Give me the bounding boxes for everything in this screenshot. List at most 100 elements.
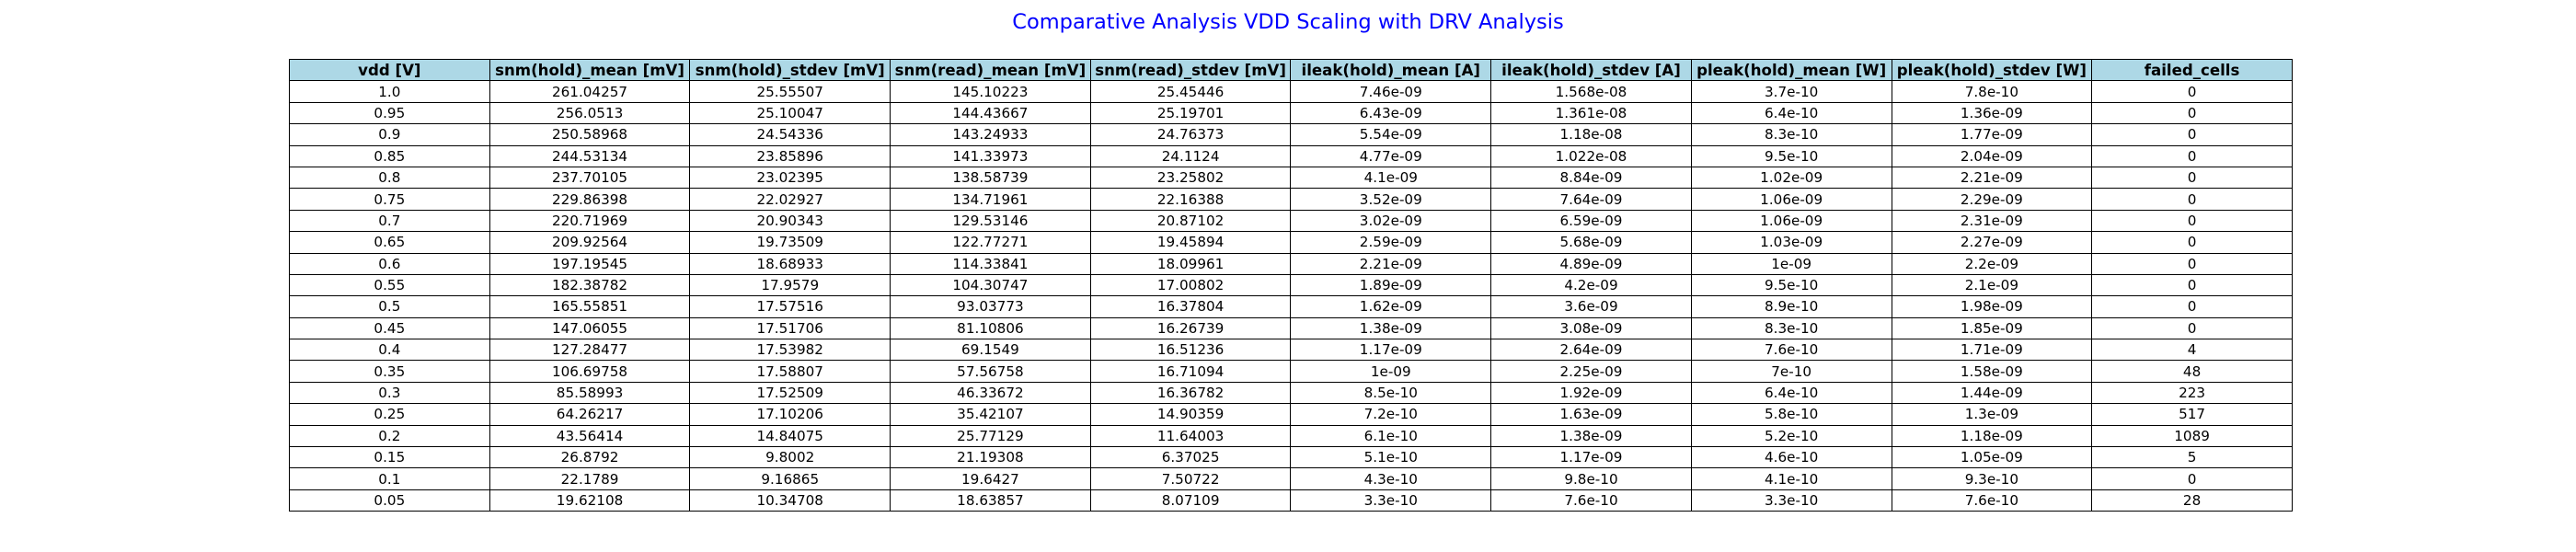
table-cell: 18.68933 xyxy=(689,252,891,275)
table-cell: 69.1549 xyxy=(890,339,1091,362)
table-cell: 19.45894 xyxy=(1089,231,1292,254)
table-cell: 0.9 xyxy=(289,123,490,146)
table-cell: 165.55851 xyxy=(489,295,691,318)
table-cell: 23.02395 xyxy=(689,166,891,190)
table-cell: 1.06e-09 xyxy=(1690,209,1892,233)
table-cell: 0.35 xyxy=(289,360,490,383)
table-cell: 46.33672 xyxy=(890,381,1091,405)
table-cell: 17.51706 xyxy=(689,316,891,340)
table-row: 0.95 256.0513 25.10047 144.43667 25.19701 6.4… xyxy=(289,101,2293,125)
table-cell: 0 xyxy=(2091,209,2293,233)
table-cell: 1.17e-09 xyxy=(1290,339,1492,362)
table-cell: 237.70105 xyxy=(489,166,691,190)
table-cell: 220.71969 xyxy=(489,209,691,233)
table-cell: 0 xyxy=(2091,231,2293,254)
table-row: 0.05 19.62108 10.34708 18.63857 8.07109 3.3e-… xyxy=(289,489,2293,512)
table-cell: 1.03e-09 xyxy=(1690,231,1892,254)
table-cell: 4.77e-09 xyxy=(1290,144,1492,167)
table-cell: 7.6e-10 xyxy=(1490,489,1692,512)
column-header: vdd [V] xyxy=(289,58,490,82)
table-row: 1.0 261.04257 25.55507 145.10223 25.45446 7.4… xyxy=(289,80,2293,103)
table-cell: 6.1e-10 xyxy=(1290,424,1492,448)
table-cell: 24.1124 xyxy=(1089,144,1292,167)
table-cell: 122.77271 xyxy=(890,231,1091,254)
column-header: snm(hold)_mean [mV] xyxy=(489,58,691,82)
column-header: failed_cells xyxy=(2091,58,2293,82)
table-cell: 209.92564 xyxy=(489,231,691,254)
table-cell: 5 xyxy=(2091,446,2293,469)
table-cell: 244.53134 xyxy=(489,144,691,167)
table-cell: 104.30747 xyxy=(890,273,1091,297)
table-cell: 81.10806 xyxy=(890,316,1091,340)
table-cell: 2.1e-09 xyxy=(1891,273,2093,297)
table-cell: 127.28477 xyxy=(489,339,691,362)
table-cell: 0.65 xyxy=(289,231,490,254)
table-cell: 145.10223 xyxy=(890,80,1091,103)
data-table: vdd [V] snm(hold)_mean [mV] snm(hold)_stde… xyxy=(289,58,2293,512)
table-cell: 1e-09 xyxy=(1290,360,1492,383)
table-cell: 134.71961 xyxy=(890,188,1091,211)
table-cell: 1.568e-08 xyxy=(1490,80,1692,103)
table-cell: 16.36782 xyxy=(1089,381,1292,405)
table-cell: 0.55 xyxy=(289,273,490,297)
table-cell: 223 xyxy=(2091,381,2293,405)
table-cell: 20.90343 xyxy=(689,209,891,233)
table-cell: 0 xyxy=(2091,144,2293,167)
table-cell: 19.62108 xyxy=(489,489,691,512)
table-cell: 7.50722 xyxy=(1089,467,1292,490)
table-cell: 25.45446 xyxy=(1089,80,1292,103)
column-header: snm(read)_stdev [mV] xyxy=(1089,58,1292,82)
table-cell: 2.31e-09 xyxy=(1891,209,2093,233)
table-row: 0.6 197.19545 18.68933 114.33841 18.09961 2.2… xyxy=(289,252,2293,275)
table-cell: 7.6e-10 xyxy=(1891,489,2093,512)
table-cell: 25.55507 xyxy=(689,80,891,103)
table-cell: 0.75 xyxy=(289,188,490,211)
header-row: vdd [V] snm(hold)_mean [mV] snm(hold)_stde… xyxy=(289,58,2293,82)
column-header: pleak(hold)_mean [W] xyxy=(1690,58,1892,82)
table-cell: 5.2e-10 xyxy=(1690,424,1892,448)
table-cell: 3.3e-10 xyxy=(1290,489,1492,512)
table-cell: 0 xyxy=(2091,188,2293,211)
table-cell: 138.58739 xyxy=(890,166,1091,190)
table-row: 0.35 106.69758 17.58807 57.56758 16.71094 1e-… xyxy=(289,360,2293,383)
column-header: snm(hold)_stdev [mV] xyxy=(689,58,891,82)
table-cell: 129.53146 xyxy=(890,209,1091,233)
table-cell: 1.63e-09 xyxy=(1490,403,1692,426)
table-cell: 9.5e-10 xyxy=(1690,273,1892,297)
table-cell: 23.85896 xyxy=(689,144,891,167)
table-row: 0.45 147.06055 17.51706 81.10806 16.26739 1.3… xyxy=(289,316,2293,340)
table-cell: 23.25802 xyxy=(1089,166,1292,190)
table-cell: 4.2e-09 xyxy=(1490,273,1692,297)
table-cell: 17.53982 xyxy=(689,339,891,362)
table-cell: 17.00802 xyxy=(1089,273,1292,297)
data-table-container: vdd [V] snm(hold)_mean [mV] snm(hold)_stde… xyxy=(289,58,2293,512)
table-cell: 22.02927 xyxy=(689,188,891,211)
table-row: 0.25 64.26217 17.10206 35.42107 14.90359 7.2e… xyxy=(289,403,2293,426)
table-cell: 7.64e-09 xyxy=(1490,188,1692,211)
table-cell: 4.1e-10 xyxy=(1690,467,1892,490)
table-cell: 261.04257 xyxy=(489,80,691,103)
table-cell: 4.3e-10 xyxy=(1290,467,1492,490)
table-cell: 24.76373 xyxy=(1089,123,1292,146)
table-cell: 4 xyxy=(2091,339,2293,362)
table-cell: 8.84e-09 xyxy=(1490,166,1692,190)
table-cell: 4.6e-10 xyxy=(1690,446,1892,469)
table-cell: 5.54e-09 xyxy=(1290,123,1492,146)
table-cell: 1.18e-09 xyxy=(1891,424,2093,448)
table-cell: 93.03773 xyxy=(890,295,1091,318)
table-cell: 1.02e-09 xyxy=(1690,166,1892,190)
table-cell: 0 xyxy=(2091,273,2293,297)
table-cell: 28 xyxy=(2091,489,2293,512)
table-cell: 0 xyxy=(2091,316,2293,340)
table-cell: 0.7 xyxy=(289,209,490,233)
table-cell: 7.2e-10 xyxy=(1290,403,1492,426)
table-cell: 9.5e-10 xyxy=(1690,144,1892,167)
table-cell: 147.06055 xyxy=(489,316,691,340)
table-cell: 19.73509 xyxy=(689,231,891,254)
table-cell: 8.3e-10 xyxy=(1690,123,1892,146)
table-cell: 1.98e-09 xyxy=(1891,295,2093,318)
column-header: pleak(hold)_stdev [W] xyxy=(1891,58,2093,82)
table-cell: 1e-09 xyxy=(1690,252,1892,275)
table-cell: 0 xyxy=(2091,101,2293,125)
table-cell: 106.69758 xyxy=(489,360,691,383)
